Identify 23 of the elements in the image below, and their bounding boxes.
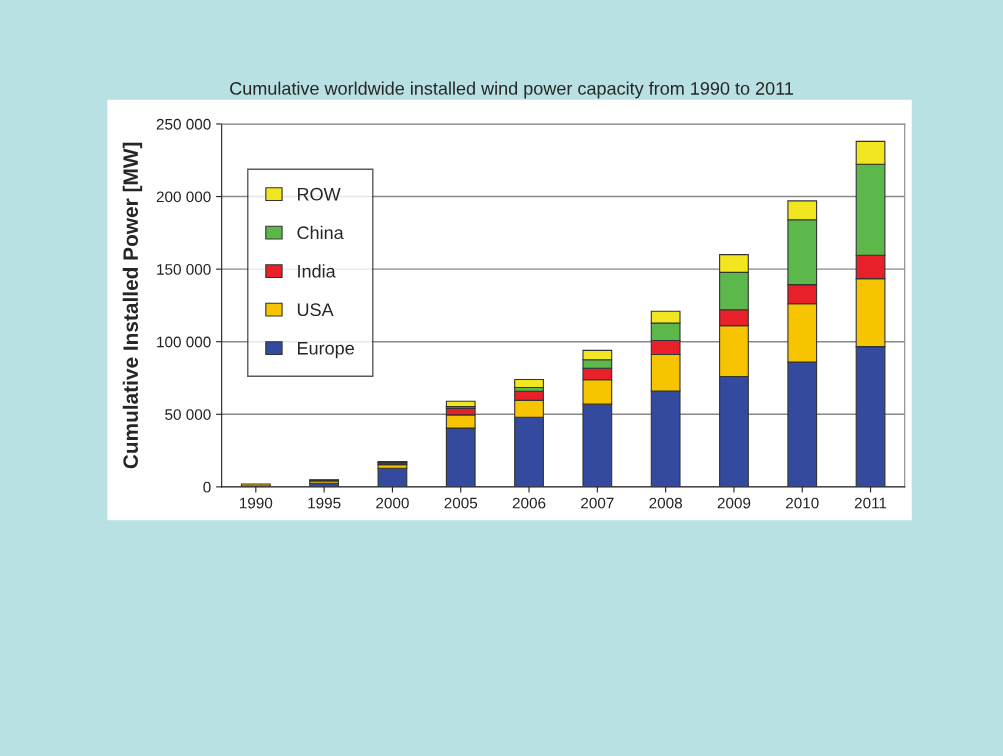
y-tick-label: 150 000 (157, 264, 211, 275)
legend-label: USA (297, 303, 334, 317)
x-tick-label: 2011 (854, 497, 887, 509)
x-tick-label: 2005 (444, 497, 478, 509)
y-tick-label: 200 000 (156, 191, 211, 203)
x-tick-label: 1990 (239, 497, 273, 509)
y-tick-label: 250 000 (156, 118, 211, 130)
x-tick-label: 2009 (717, 497, 751, 509)
y-axis-title: Cumulative Installed Power [MW] (122, 142, 143, 469)
legend-label: China (297, 225, 344, 240)
chart-title: Cumulative worldwide installed wind power capacity from 1990 to 2011 (230, 81, 794, 99)
y-tick-label: 50 000 (165, 409, 211, 420)
x-tick-label: 2000 (376, 497, 409, 509)
legend-label: ROW (298, 187, 341, 201)
x-tick-label: 1995 (308, 497, 341, 509)
x-tick-label: 2006 (512, 497, 546, 509)
legend-label: India (298, 264, 336, 278)
legend-label: Europe (298, 342, 354, 359)
x-tick-label: 2010 (786, 497, 819, 509)
y-tick-label: 100 000 (157, 336, 211, 348)
x-tick-label: 2007 (581, 497, 614, 509)
y-tick-label: 0 (203, 481, 211, 493)
x-tick-label: 2008 (649, 497, 682, 509)
